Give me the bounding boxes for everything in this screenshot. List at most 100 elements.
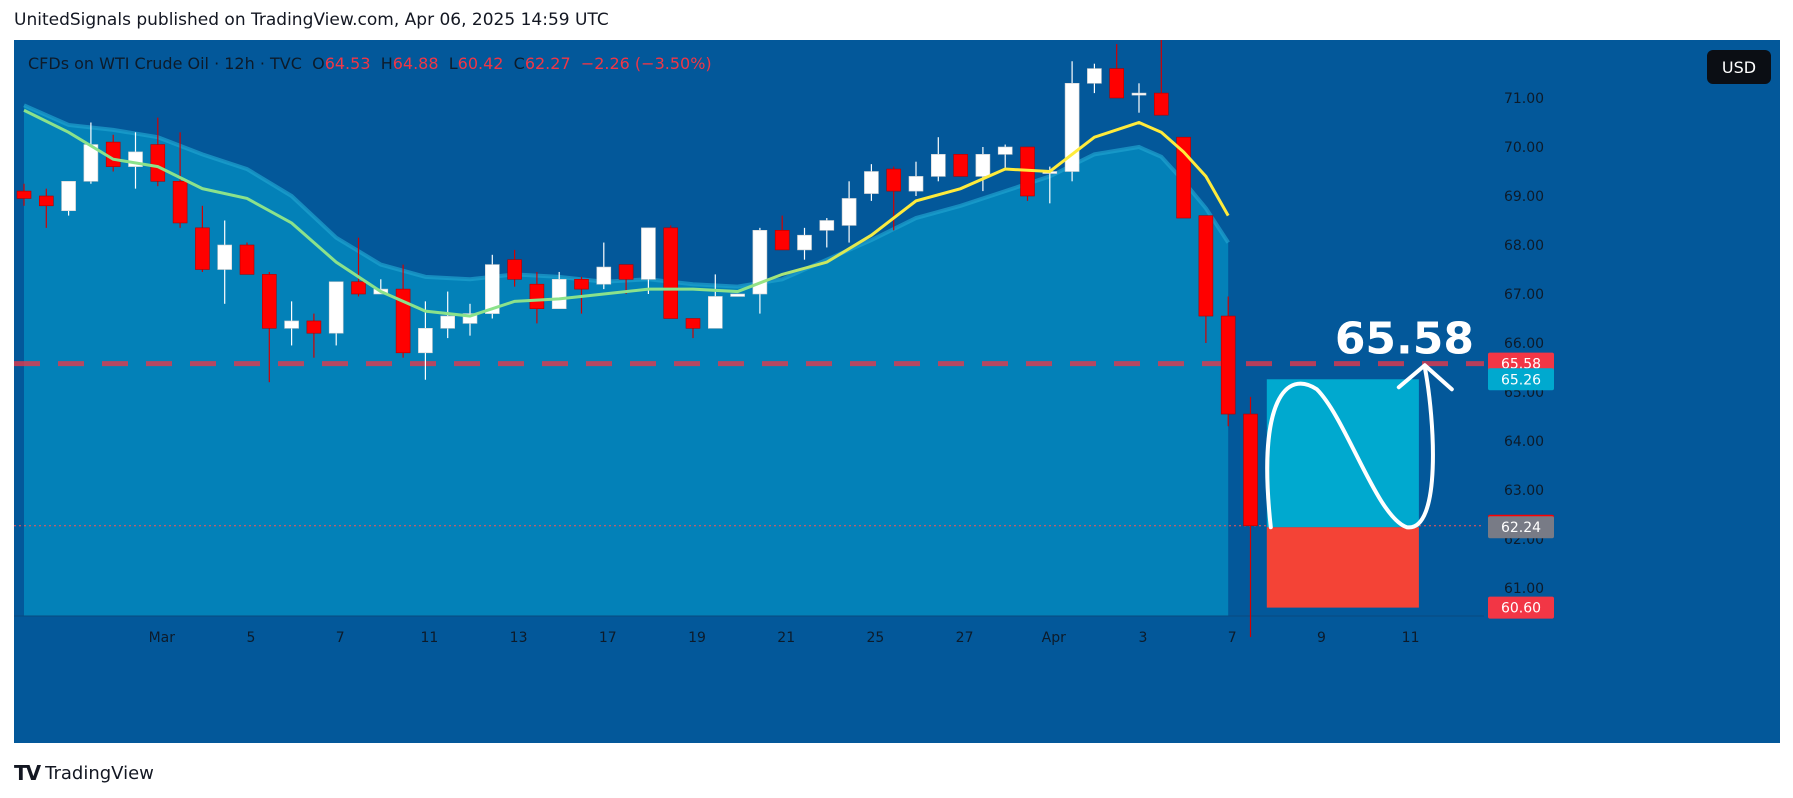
candle-body [819,220,835,231]
candle[interactable] [596,242,612,290]
candle[interactable] [462,303,478,336]
candle[interactable] [975,147,991,192]
candle[interactable] [774,215,790,251]
candle[interactable] [1087,63,1102,94]
candle-body [217,244,232,270]
candle[interactable] [61,181,76,216]
price-label-text: 60.60 [1501,601,1541,617]
y-tick-label: 67.00 [1504,287,1544,303]
candle[interactable] [529,271,545,324]
chart-panel[interactable]: 65.58 61.00 62.00 63.00 64.00 65.00 66.00 67.00… [14,40,1780,743]
candle[interactable] [685,318,701,339]
candle[interactable] [507,249,522,287]
candle[interactable] [83,122,99,184]
candle[interactable] [551,271,567,310]
candle-body [172,181,188,224]
candle-body [551,279,567,310]
candle[interactable] [284,301,299,346]
candle-body [1131,92,1147,96]
candle-body [507,259,522,280]
candle[interactable] [16,183,32,206]
candle[interactable] [262,271,277,383]
projection-arrowhead[interactable] [1396,363,1454,392]
candle-body [663,227,679,319]
candle[interactable] [150,117,166,187]
candle-body [351,281,366,295]
candle[interactable] [752,227,768,314]
candle[interactable] [1064,61,1080,182]
close-label: C [513,54,525,73]
candle[interactable] [1154,40,1169,116]
candle[interactable] [1220,296,1236,427]
candle[interactable] [997,144,1013,170]
price-label-bg [1488,596,1554,619]
candle[interactable] [930,137,946,182]
candle[interactable] [730,293,745,297]
currency-button[interactable]: USD [1707,50,1771,84]
candle[interactable] [797,227,812,260]
candle[interactable] [217,220,232,304]
candle-body [953,154,968,177]
candle[interactable] [908,161,924,196]
candle[interactable] [953,154,968,177]
x-tick-label: 17 [599,630,617,646]
candle[interactable] [641,227,656,294]
x-tick-label: 7 [336,630,345,646]
candle-body [908,176,924,192]
candle[interactable] [1243,396,1258,637]
candle[interactable] [663,225,679,319]
candle-body [1109,68,1124,99]
y-tick-label: 71.00 [1504,91,1544,107]
time-axis-strip [14,616,1780,743]
candle[interactable] [172,132,188,228]
x-tick-label: 9 [1317,630,1326,646]
candle-body [574,279,589,290]
y-tick-label: 63.00 [1504,483,1544,499]
candle-body [975,154,991,177]
candle[interactable] [395,264,411,358]
candle[interactable] [864,164,879,201]
candle-body [61,181,76,212]
candle-body [596,266,612,285]
candle-body [284,320,299,329]
candle[interactable] [1109,44,1124,99]
candle[interactable] [1020,146,1035,201]
candle-body [1064,82,1080,172]
candle[interactable] [328,281,344,346]
candle-body [195,227,210,270]
candle-body [864,171,879,194]
candle-body [1198,215,1214,317]
price-chart[interactable]: 65.5861.0062.0063.0064.0065.0066.0067.00… [14,40,1780,743]
candle-body [930,154,946,177]
candle[interactable] [618,264,634,294]
y-tick-label: 70.00 [1504,140,1544,156]
tradingview-logo[interactable]: TV TradingView [14,760,154,786]
stop-zone-box[interactable] [1266,527,1419,608]
candle-body [707,296,723,329]
candle[interactable] [1131,83,1147,113]
candle-body [1220,315,1236,415]
candle[interactable] [841,181,857,243]
candle-body [641,227,656,280]
y-tick-label: 66.00 [1504,336,1544,352]
candle-body [774,230,790,251]
candle-body [997,146,1013,155]
candle[interactable] [306,313,322,358]
candle-body [618,264,634,280]
candle[interactable] [239,242,255,275]
candle[interactable] [418,301,433,380]
projection-curve[interactable] [1265,365,1435,530]
candle[interactable] [351,237,366,297]
y-tick-label: 64.00 [1504,434,1544,450]
x-tick-label: Apr [1042,630,1066,646]
y-tick-label: 61.00 [1504,581,1544,597]
target-zone-box[interactable] [1266,379,1419,528]
candle[interactable] [195,205,210,272]
x-tick-label: 25 [866,630,884,646]
candle[interactable] [38,188,54,228]
candle[interactable] [1198,215,1214,343]
candle[interactable] [707,274,723,329]
candle[interactable] [819,218,835,248]
x-tick-label: 7 [1228,630,1237,646]
candle-body [38,195,54,207]
